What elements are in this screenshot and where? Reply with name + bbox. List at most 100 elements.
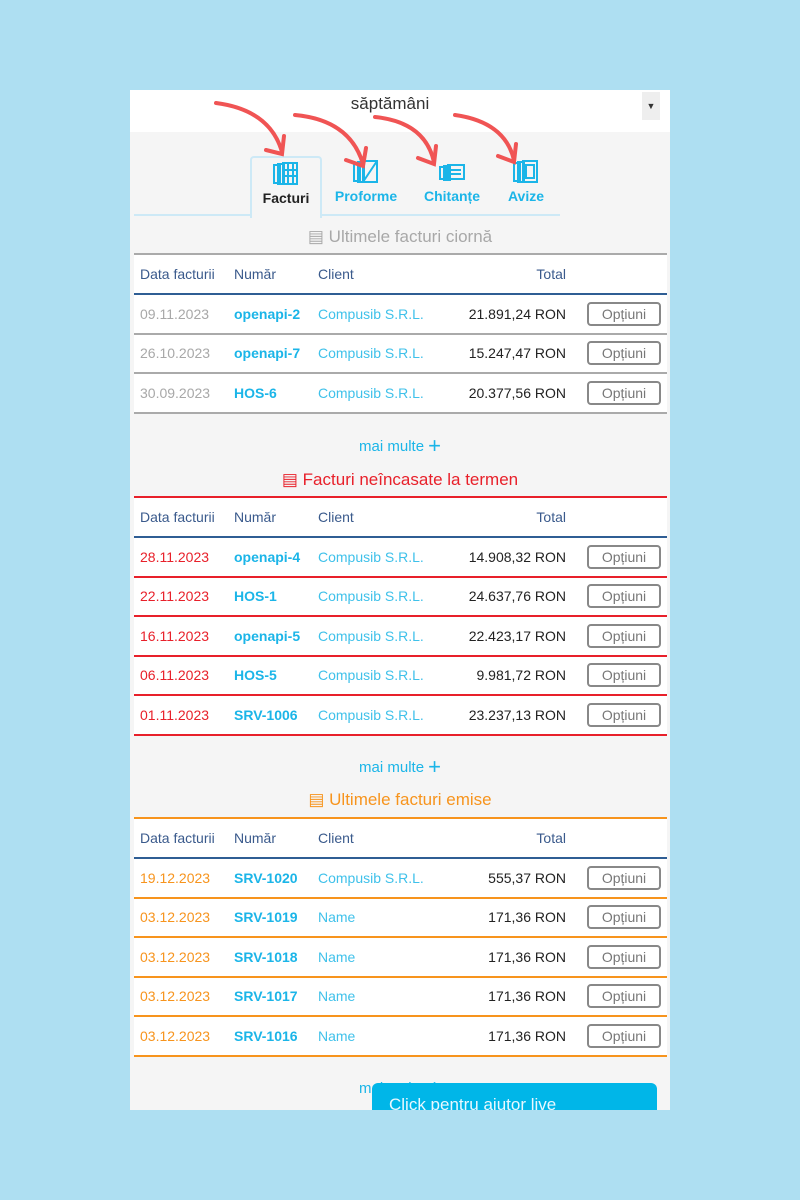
- invoice-total: 171,36 RON: [488, 948, 566, 965]
- receipts-icon: [439, 164, 465, 181]
- client-link[interactable]: Compusib S.R.L.: [318, 706, 424, 723]
- client-link[interactable]: Compusib S.R.L.: [318, 588, 424, 605]
- invoice-total: 555,37 RON: [488, 869, 566, 886]
- section-title-text: Ultimele facturi emise: [329, 790, 492, 809]
- invoice-number-link[interactable]: HOS-1: [234, 588, 277, 605]
- invoice-number-link[interactable]: openapi-4: [234, 548, 301, 565]
- client-link[interactable]: Name: [318, 948, 356, 965]
- options-button[interactable]: Opțiuni: [587, 623, 661, 648]
- client-link[interactable]: Compusib S.R.L.: [318, 548, 424, 565]
- invoice-number-link[interactable]: SRV-1020: [234, 869, 298, 886]
- live-help-button[interactable]: Click pentru ajutor live: [372, 1083, 657, 1110]
- invoice-number-link[interactable]: HOS-6: [234, 384, 277, 401]
- column-header-total[interactable]: Total: [536, 266, 566, 282]
- invoice-total: 15.247,47 RON: [468, 345, 566, 362]
- options-button[interactable]: Opțiuni: [587, 380, 661, 405]
- invoice-date: 01.11.2023: [140, 706, 210, 723]
- options-button[interactable]: Opțiuni: [587, 865, 661, 890]
- invoice-total: 171,36 RON: [488, 909, 566, 926]
- options-button[interactable]: Opțiuni: [587, 663, 661, 688]
- options-button[interactable]: Opțiuni: [587, 584, 661, 609]
- client-link[interactable]: Compusib S.R.L.: [318, 384, 424, 401]
- invoice-date: 03.12.2023: [140, 948, 211, 965]
- client-link[interactable]: Compusib S.R.L.: [318, 345, 424, 362]
- invoice-stack-icon: ▤: [308, 790, 330, 809]
- section-title: ▤ Facturi neîncasate la termen: [130, 470, 670, 490]
- invoice-total: 171,36 RON: [488, 988, 566, 1005]
- invoice-number-link[interactable]: SRV-1018: [234, 948, 298, 965]
- period-select[interactable]: săptămâni ▼: [130, 90, 670, 132]
- tab-label: Avize: [507, 188, 545, 204]
- delivery-notes-icon: [513, 160, 538, 183]
- invoice-date: 03.12.2023: [140, 909, 211, 926]
- tab-divider: [134, 214, 560, 216]
- tab-chitante[interactable]: Chitanțe: [412, 156, 492, 216]
- options-button[interactable]: Opțiuni: [587, 905, 661, 930]
- options-button[interactable]: Opțiuni: [587, 984, 661, 1009]
- options-button[interactable]: Opțiuni: [587, 341, 661, 366]
- show-more-link[interactable]: mai multe+: [130, 433, 670, 459]
- invoice-number-link[interactable]: SRV-1016: [234, 1027, 298, 1044]
- period-select-value: săptămâni: [350, 94, 430, 113]
- section-divider: [134, 253, 667, 255]
- column-header-number[interactable]: Număr: [234, 830, 277, 846]
- client-link[interactable]: Compusib S.R.L.: [318, 627, 424, 644]
- options-button[interactable]: Opțiuni: [587, 702, 661, 727]
- options-button[interactable]: Opțiuni: [587, 301, 661, 326]
- tab-label: Proforme: [334, 188, 398, 204]
- table-row: 26.10.2023 openapi-7 Compusib S.R.L. 15.…: [134, 335, 667, 374]
- table-header: Data facturii Număr Client Total: [134, 819, 667, 859]
- options-button[interactable]: Opțiuni: [587, 1023, 661, 1048]
- invoice-date: 06.11.2023: [140, 667, 210, 684]
- column-header-total[interactable]: Total: [536, 830, 566, 846]
- tab-avize[interactable]: Avize: [486, 156, 566, 216]
- client-link[interactable]: Name: [318, 1027, 356, 1044]
- plus-icon: +: [428, 433, 441, 458]
- column-header-number[interactable]: Număr: [234, 266, 277, 282]
- client-link[interactable]: Name: [318, 909, 356, 926]
- show-more-link[interactable]: mai multe+: [130, 754, 670, 780]
- invoices-table: Data facturii Număr Client Total 19.12.2023…: [134, 819, 667, 1057]
- invoice-total: 9.981,72 RON: [476, 667, 567, 684]
- tab-proforme[interactable]: Proforme: [326, 156, 406, 216]
- column-header-client[interactable]: Client: [318, 509, 354, 525]
- invoice-stack-icon: ▤: [281, 470, 303, 489]
- table-row: 01.11.2023 SRV-1006 Compusib S.R.L. 23.2…: [134, 696, 667, 736]
- options-button[interactable]: Opțiuni: [587, 944, 661, 969]
- options-button[interactable]: Opțiuni: [587, 544, 661, 569]
- column-header-client[interactable]: Client: [318, 266, 354, 282]
- client-link[interactable]: Name: [318, 988, 356, 1005]
- table-row: 28.11.2023 openapi-4 Compusib S.R.L. 14.…: [134, 538, 667, 578]
- table-row: 06.11.2023 HOS-5 Compusib S.R.L. 9.981,7…: [134, 657, 667, 696]
- column-header-date[interactable]: Data facturii: [140, 509, 215, 525]
- client-link[interactable]: Compusib S.R.L.: [318, 305, 424, 322]
- invoice-date: 22.11.2023: [140, 588, 210, 605]
- client-link[interactable]: Compusib S.R.L.: [318, 869, 424, 886]
- invoice-number-link[interactable]: SRV-1019: [234, 909, 298, 926]
- invoice-number-link[interactable]: HOS-5: [234, 667, 277, 684]
- client-link[interactable]: Compusib S.R.L.: [318, 667, 424, 684]
- invoice-date: 03.12.2023: [140, 988, 211, 1005]
- invoice-total: 23.237,13 RON: [468, 706, 566, 723]
- invoice-number-link[interactable]: SRV-1006: [234, 706, 298, 723]
- caret-down-icon[interactable]: ▼: [642, 92, 660, 120]
- invoice-number-link[interactable]: openapi-7: [234, 345, 301, 362]
- proforma-icon: [353, 160, 378, 183]
- tab-facturi[interactable]: Facturi: [250, 156, 322, 218]
- invoice-number-link[interactable]: openapi-5: [234, 627, 301, 644]
- section-divider: [134, 496, 667, 498]
- invoice-date: 28.11.2023: [140, 548, 210, 565]
- column-header-client[interactable]: Client: [318, 830, 354, 846]
- column-header-date[interactable]: Data facturii: [140, 266, 215, 282]
- table-row: 16.11.2023 openapi-5 Compusib S.R.L. 22.…: [134, 617, 667, 657]
- table-header: Data facturii Număr Client Total: [134, 498, 667, 538]
- column-header-date[interactable]: Data facturii: [140, 830, 215, 846]
- invoice-number-link[interactable]: SRV-1017: [234, 988, 298, 1005]
- table-row: 09.11.2023 openapi-2 Compusib S.R.L. 21.…: [134, 295, 667, 335]
- invoice-number-link[interactable]: openapi-2: [234, 305, 301, 322]
- column-header-number[interactable]: Număr: [234, 509, 277, 525]
- invoice-total: 22.423,17 RON: [468, 627, 566, 644]
- column-header-total[interactable]: Total: [536, 509, 566, 525]
- table-row: 30.09.2023 HOS-6 Compusib S.R.L. 20.377,…: [134, 374, 667, 414]
- invoice-date: 26.10.2023: [140, 345, 211, 362]
